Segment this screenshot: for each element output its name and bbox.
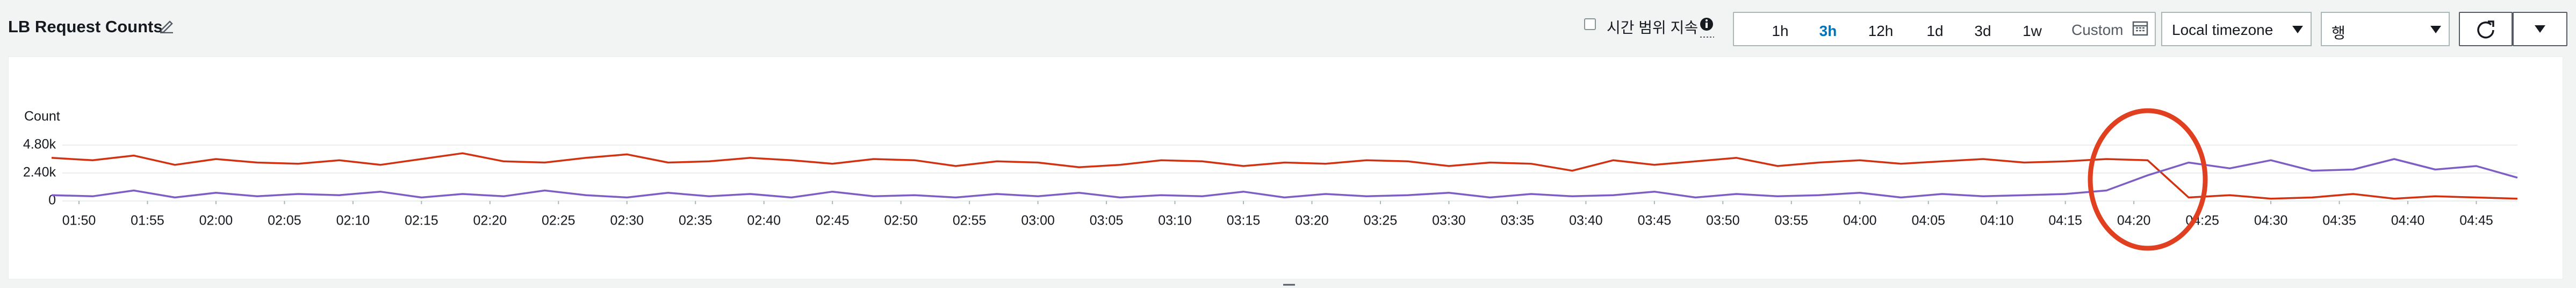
x-tick-label: 02:45: [816, 213, 850, 228]
x-tick-label: 04:20: [2117, 213, 2151, 228]
x-tick-label: 03:45: [1638, 213, 1672, 228]
y-tick-label: 0: [48, 193, 56, 208]
widget-title: LB Request Counts: [8, 17, 163, 36]
x-tick-label: 04:40: [2391, 213, 2425, 228]
more-button[interactable]: [2513, 12, 2567, 46]
timezone-label: Local timezone: [2172, 21, 2273, 38]
x-tick-label: 02:50: [884, 213, 918, 228]
y-tick-label: 2.40k: [23, 165, 56, 180]
time-range-group: 1h 3h 12h 1d 3d 1w: [1733, 12, 2156, 46]
x-tick-label: 03:40: [1569, 213, 1603, 228]
x-tick-label: 02:40: [747, 213, 781, 228]
series-line: [51, 158, 2518, 199]
checkbox[interactable]: [1584, 18, 1596, 30]
x-tick-label: 02:10: [336, 213, 370, 228]
x-tick-label: 03:30: [1432, 213, 1466, 228]
x-tick-label: 03:00: [1021, 213, 1055, 228]
edit-icon[interactable]: [159, 18, 174, 33]
x-tick-label: 03:05: [1090, 213, 1124, 228]
x-tick-label: 02:25: [542, 213, 575, 228]
dropdown-arrow: [2292, 26, 2303, 33]
refresh-icon: [2477, 20, 2494, 39]
time-button[interactable]: 3d: [1974, 23, 1991, 39]
x-tick-label: 02:00: [199, 213, 233, 228]
x-tick-label: 01:50: [62, 213, 96, 228]
x-tick-label: 03:55: [1775, 213, 1809, 228]
row-select[interactable]: 행: [2321, 12, 2450, 46]
x-tick-label: 03:35: [1501, 213, 1535, 228]
calendar-icon[interactable]: [2132, 20, 2148, 36]
y-axis-label: Count: [24, 109, 60, 124]
info-icon[interactable]: [1699, 17, 1715, 40]
refresh-button[interactable]: [2459, 12, 2513, 46]
time-button[interactable]: 1h: [1772, 23, 1789, 39]
x-tick-label: 04:30: [2254, 213, 2288, 228]
x-tick-label: 04:45: [2459, 213, 2493, 228]
x-tick-label: 04:05: [1911, 213, 1945, 228]
x-tick-label: 01:55: [131, 213, 164, 228]
x-tick-label: 04:00: [1843, 213, 1877, 228]
x-tick-label: 04:15: [2048, 213, 2082, 228]
timezone-select[interactable]: Local timezone: [2161, 12, 2312, 46]
time-button[interactable]: 1d: [1926, 23, 1944, 39]
x-tick-label: 04:10: [1980, 213, 2014, 228]
x-tick-label: 03:50: [1706, 213, 1740, 228]
x-tick-label: 03:10: [1158, 213, 1192, 228]
x-tick-label: 02:35: [679, 213, 713, 228]
x-tick-label: 02:30: [610, 213, 644, 228]
series-line: [51, 152, 2518, 200]
row-label: 행: [2332, 25, 2345, 41]
checkbox-label: 시간 범위 지속: [1607, 19, 1699, 36]
x-tick-label: 03:20: [1295, 213, 1329, 228]
time-button[interactable]: 12h: [1868, 23, 1894, 39]
x-tick-label: 04:35: [2322, 213, 2356, 228]
custom-button[interactable]: Custom: [2071, 21, 2124, 38]
highlight-circle: [2088, 108, 2208, 251]
chart-panel: [8, 56, 2563, 279]
y-tick-label: 4.80k: [23, 137, 56, 152]
x-tick-label: 03:15: [1227, 213, 1261, 228]
dropdown-arrow: [2535, 25, 2545, 33]
x-tick-label: 02:15: [405, 213, 438, 228]
x-tick-label: 03:25: [1364, 213, 1398, 228]
x-tick-label: 02:55: [953, 213, 987, 228]
dropdown-arrow: [2430, 26, 2441, 33]
x-tick-label: 02:20: [473, 213, 507, 228]
time-button[interactable]: 1w: [2023, 23, 2042, 39]
time-button[interactable]: 3h: [1819, 23, 1837, 39]
x-tick-label: 02:05: [268, 213, 301, 228]
